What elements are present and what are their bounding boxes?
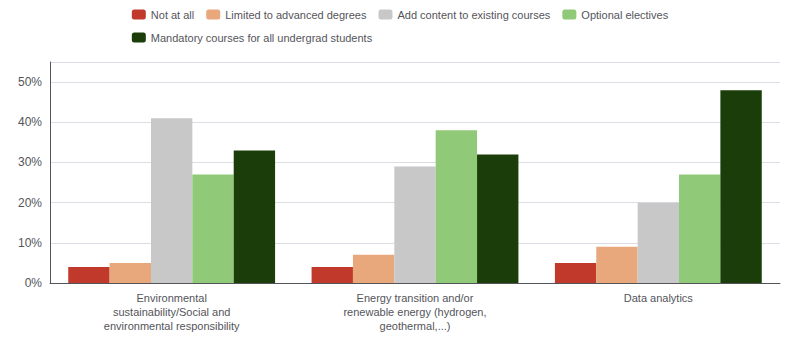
svg-text:0%: 0%	[25, 276, 43, 290]
svg-text:50%: 50%	[18, 75, 42, 89]
svg-text:30%: 30%	[18, 155, 42, 169]
svg-text:environmental responsibility: environmental responsibility	[104, 320, 240, 332]
svg-text:Optional electives: Optional electives	[581, 9, 668, 21]
svg-text:Add content to existing course: Add content to existing courses	[397, 9, 550, 21]
svg-text:renewable energy (hydrogen,: renewable energy (hydrogen,	[343, 306, 486, 318]
svg-text:Data analytics: Data analytics	[624, 292, 694, 304]
svg-text:Mandatory courses for all unde: Mandatory courses for all undergrad stud…	[151, 32, 373, 44]
svg-text:sustainability/Social and: sustainability/Social and	[113, 306, 230, 318]
svg-text:Limited to advanced degrees: Limited to advanced degrees	[225, 9, 367, 21]
svg-text:Not at all: Not at all	[151, 9, 194, 21]
svg-text:40%: 40%	[18, 115, 42, 129]
svg-text:20%: 20%	[18, 196, 42, 210]
svg-text:Energy transition and/or: Energy transition and/or	[357, 292, 474, 304]
svg-text:geothermal,...): geothermal,...)	[380, 320, 451, 332]
svg-text:Environmental: Environmental	[137, 292, 207, 304]
svg-text:10%: 10%	[18, 236, 42, 250]
